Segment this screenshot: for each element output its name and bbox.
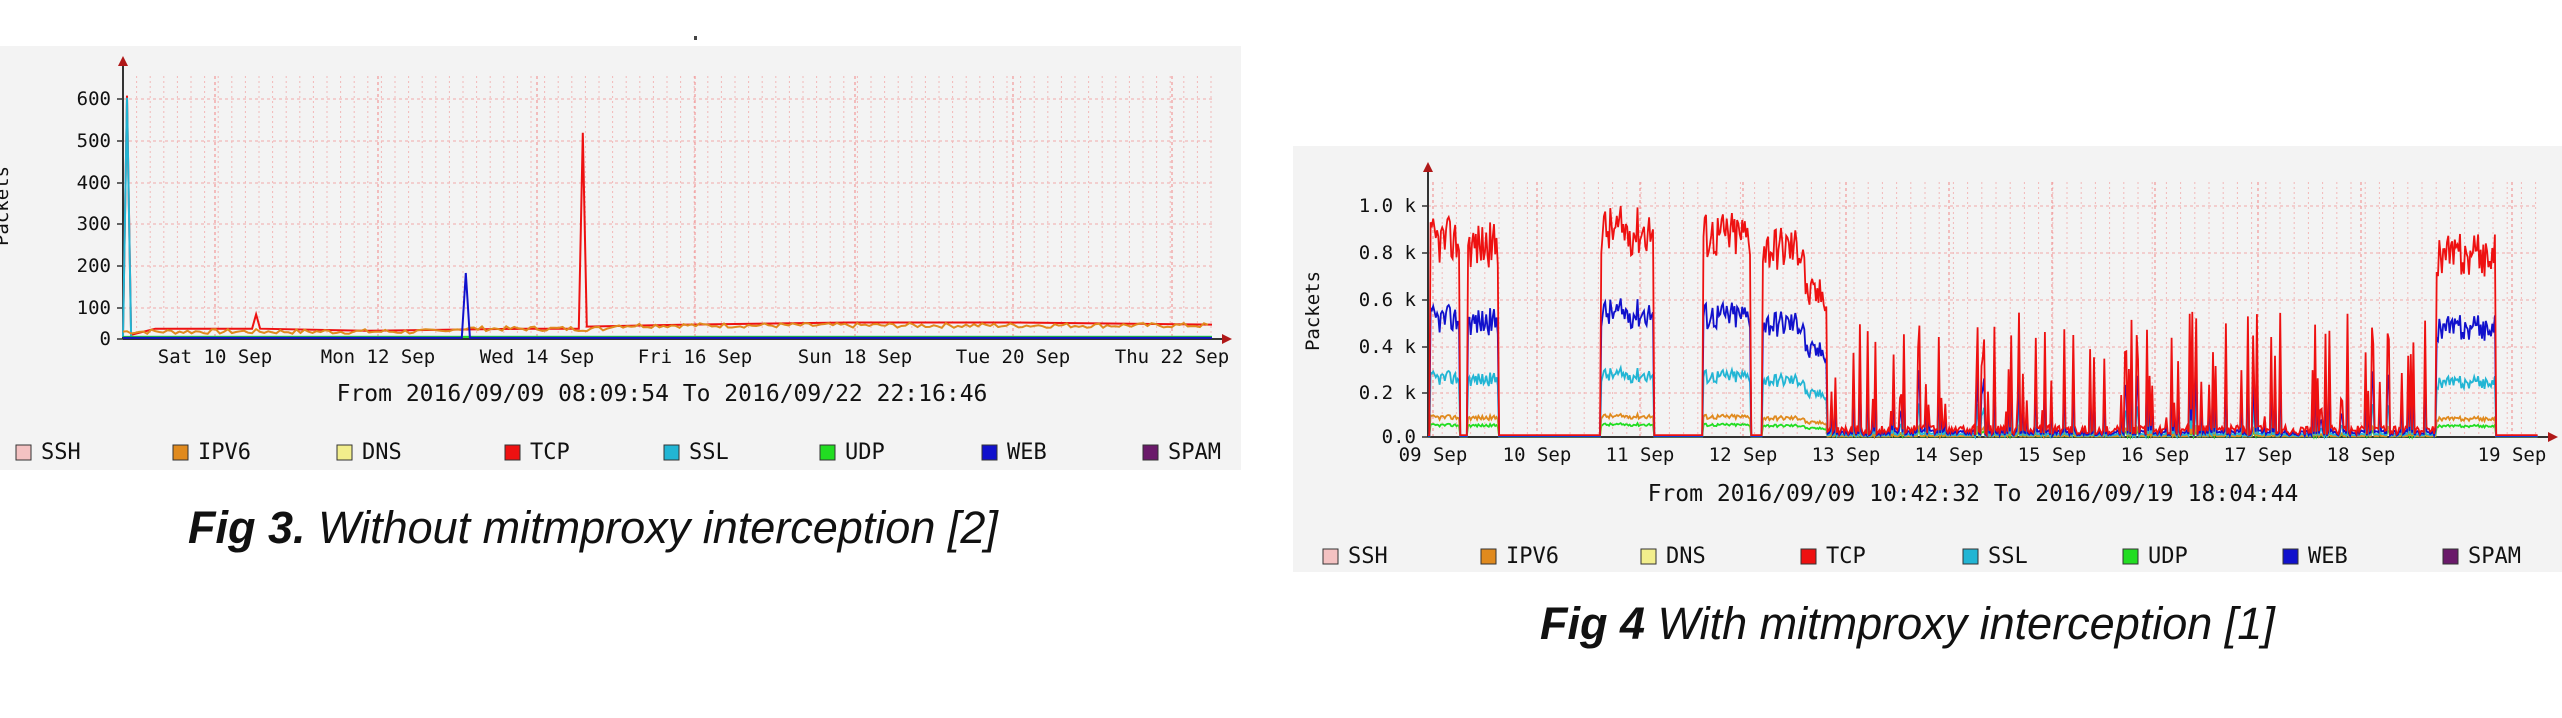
y-tick-label: 0.8 k [1359, 242, 1417, 264]
legend-label-udp: UDP [2148, 544, 2188, 569]
y-tick-label: 1.0 k [1359, 195, 1417, 217]
legend-label-web: WEB [1007, 440, 1047, 465]
legend-label-dns: DNS [1666, 544, 1706, 569]
date-range-text: From 2016/09/09 08:09:54 To 2016/09/22 2… [337, 381, 988, 407]
legend-swatch-web [981, 444, 998, 461]
legend-label-ssl: SSL [1988, 544, 2028, 569]
x-tick-label: Thu 22 Sep [1115, 346, 1229, 368]
y-tick-label: 500 [77, 130, 111, 152]
chart-without-mitmproxy: 600 500 400 300 200 100 0 Sat 10 Sep Mon 12 Sep W… [0, 56, 1232, 465]
y-tick-label: 300 [77, 213, 111, 235]
legend-swatch-ssh [15, 444, 32, 461]
legend-swatch-spam [1142, 444, 1159, 461]
x-tick-label: Sat 10 Sep [158, 346, 272, 368]
x-tick-label: 13 Sep [1812, 444, 1881, 466]
legend-label-spam: SPAM [1168, 440, 1221, 465]
y-tick-label: 0.2 k [1359, 382, 1417, 404]
y-tick-label: 100 [77, 297, 111, 319]
legend-swatch-ipv6 [172, 444, 189, 461]
y-tick-label: 0 [100, 328, 111, 350]
legend-swatch-web [2282, 548, 2299, 565]
grid [122, 76, 1212, 340]
legend-label-ssh: SSH [1348, 544, 1388, 569]
legend-label-ssh: SSH [41, 440, 81, 465]
x-tick-label: 18 Sep [2327, 444, 2396, 466]
x-tick-label: Wed 14 Sep [480, 346, 594, 368]
legend-label-ssl: SSL [689, 440, 729, 465]
series-line-web [123, 272, 1212, 339]
y-axis-arrow [118, 56, 128, 66]
x-tick-label: 19 Sep [2478, 444, 2547, 466]
legend-swatch-spam [2442, 548, 2459, 565]
chart-with-mitmproxy: 1.0 k 0.8 k 0.6 k 0.4 k 0.2 k 0.009 Sep 10 Sep… [1302, 162, 2558, 569]
series-group [1428, 205, 2538, 440]
y-tick-label: 0.0 [1382, 426, 1416, 448]
legend-swatch-tcp [504, 444, 521, 461]
y-tick-label: 0.6 k [1359, 289, 1417, 311]
series-group [122, 95, 1213, 339]
figure-caption-3: Fig 3. Without mitmproxy interception [2… [188, 502, 998, 554]
caption-3-text: Without mitmproxy interception [2] [305, 502, 998, 553]
legend-swatch-ipv6 [1480, 548, 1497, 565]
legend-label-web: WEB [2308, 544, 2348, 569]
legend-swatch-udp [2122, 548, 2139, 565]
caption-4-text: With mitmproxy interception [1] [1645, 598, 2275, 649]
legend-swatch-udp [819, 444, 836, 461]
x-tick-label: 15 Sep [2018, 444, 2087, 466]
x-tick-label: 12 Sep [1709, 444, 1778, 466]
y-axis-label: Packets [1302, 271, 1324, 351]
y-tick-label: 0.4 k [1359, 336, 1417, 358]
x-axis-arrow [1222, 334, 1232, 344]
y-axis-label: Packets [0, 166, 13, 246]
figure-caption-4: Fig 4 With mitmproxy interception [1] [1540, 598, 2275, 650]
legend-swatch-dns [1640, 548, 1657, 565]
x-tick-label: 17 Sep [2224, 444, 2293, 466]
legend-label-spam: SPAM [2468, 544, 2521, 569]
x-tick-label: Sun 18 Sep [798, 346, 912, 368]
stray-dot [694, 36, 697, 40]
series-line-ipv6 [1428, 411, 2538, 440]
legend-label-tcp: TCP [1826, 544, 1866, 569]
caption-3-label: Fig 3. [188, 502, 306, 553]
date-range-text: From 2016/09/09 10:42:32 To 2016/09/19 1… [1648, 481, 2299, 507]
y-tick-label: 400 [77, 172, 111, 194]
y-tick-label: 600 [77, 88, 111, 110]
legend-swatch-dns [336, 444, 353, 461]
legend-label-dns: DNS [362, 440, 402, 465]
x-tick-label: Fri 16 Sep [638, 346, 752, 368]
series-line-ssl [1428, 364, 2538, 440]
x-tick-label: 14 Sep [1915, 444, 1984, 466]
legend-label-udp: UDP [845, 440, 885, 465]
legend-swatch-ssl [1962, 548, 1979, 565]
x-tick-label: 11 Sep [1606, 444, 1675, 466]
series-line-tcp [1428, 205, 2538, 438]
legend-swatch-tcp [1800, 548, 1817, 565]
legend-swatch-ssh [1322, 548, 1339, 565]
chart-panel-with-mitmproxy: 1.0 k 0.8 k 0.6 k 0.4 k 0.2 k 0.0 09 Sep 10 Sep… [1293, 146, 2562, 572]
series-line-ipv6 [122, 321, 1209, 335]
x-tick-label: Mon 12 Sep [321, 346, 435, 368]
legend-label-ipv6: IPV6 [1506, 544, 1559, 569]
x-tick-label: 09 Sep [1399, 444, 1468, 466]
chart-panel-without-mitmproxy: 600 500 400 300 200 100 0 Sat 10 Sep Mon 12 Sep W… [0, 46, 1241, 470]
x-axis-arrow [2548, 432, 2558, 442]
y-axis-arrow [1423, 162, 1433, 172]
legend-swatch-ssl [663, 444, 680, 461]
x-tick-label: 16 Sep [2121, 444, 2190, 466]
x-tick-label: Tue 20 Sep [956, 346, 1070, 368]
series-line-web [1428, 298, 2538, 439]
legend-label-ipv6: IPV6 [198, 440, 251, 465]
x-tick-label: 10 Sep [1503, 444, 1572, 466]
caption-4-label: Fig 4 [1540, 598, 1646, 649]
y-tick-label: 200 [77, 255, 111, 277]
legend-label-tcp: TCP [530, 440, 570, 465]
